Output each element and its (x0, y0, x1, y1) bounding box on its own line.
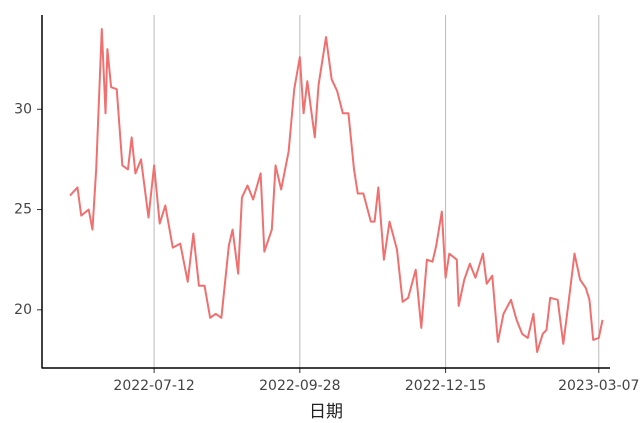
y-tick-label: 25 (14, 202, 32, 218)
data-line (69, 28, 604, 353)
x-axis-label: 日期 (309, 402, 343, 422)
y-tick-label: 20 (14, 302, 32, 318)
x-tick-label: 2022-07-12 (113, 378, 194, 394)
x-tick-label: 2022-12-15 (405, 378, 486, 394)
y-tick-label: 30 (14, 101, 32, 117)
x-tick-label: 2022-09-28 (259, 378, 340, 394)
x-tick-label: 2023-03-07 (558, 378, 639, 394)
